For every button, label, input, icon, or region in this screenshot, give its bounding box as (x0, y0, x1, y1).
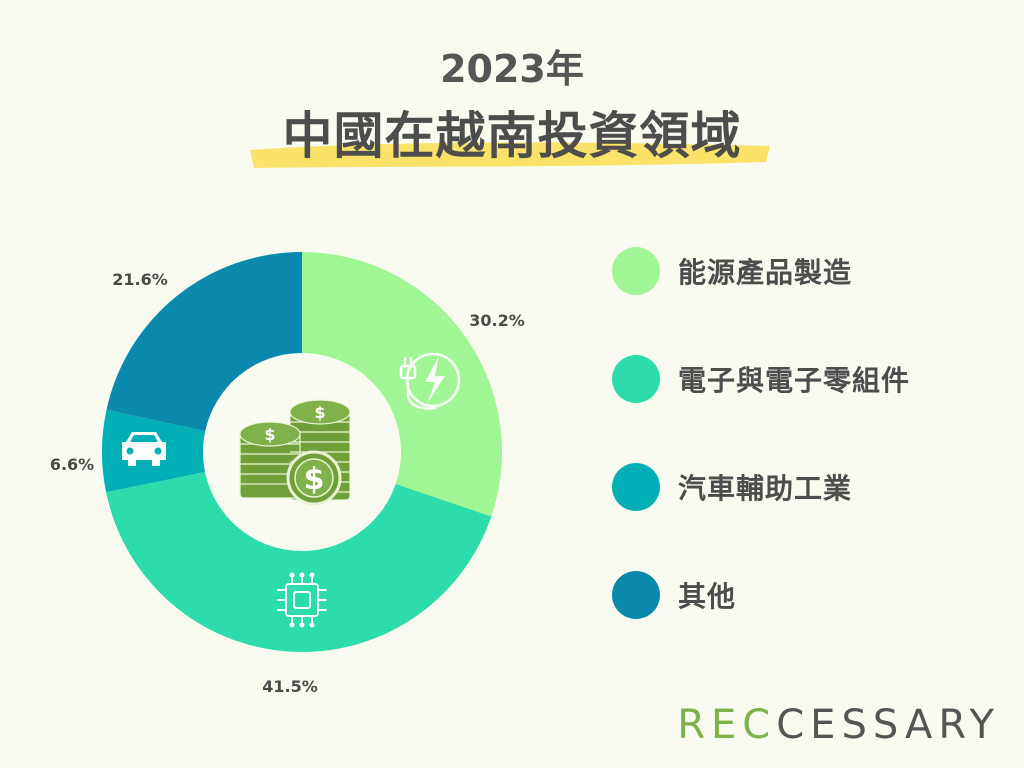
value-label-energy: 30.2% (469, 311, 525, 330)
legend-swatch-auto (612, 463, 660, 511)
value-label-auto: 6.6% (50, 455, 94, 474)
legend-swatch-other (612, 571, 660, 619)
donut-slices (102, 252, 502, 652)
legend-item-energy: 能源產品製造 (612, 246, 1012, 296)
chart-subtitle: 2023年 (440, 47, 584, 91)
title-block: 中國在越南投資領域 (0, 96, 1024, 176)
donut-slice-energy (302, 252, 502, 517)
legend-item-electronics: 電子與電子零組件 (612, 354, 1012, 404)
money-coins-icon: $ $ $ (239, 399, 351, 506)
car-icon (122, 432, 166, 466)
title-highlight-stroke (250, 142, 770, 168)
donut-slice-other (106, 252, 302, 432)
legend-item-auto: 汽車輔助工業 (612, 462, 1012, 512)
svg-text:$: $ (304, 462, 325, 497)
legend-swatch-electronics (612, 355, 660, 403)
legend-item-other: 其他 (612, 570, 1012, 620)
logo-text-dark: CESSARY (776, 702, 1000, 748)
legend-label-other: 其他 (678, 580, 737, 613)
svg-text:$: $ (314, 403, 325, 422)
chart-legend: 能源產品製造 電子與電子零組件 汽車輔助工業 其他 (612, 246, 1012, 678)
legend-label-auto: 汽車輔助工業 (678, 472, 853, 505)
donut-slice-electronics (106, 471, 492, 652)
legend-swatch-energy (612, 247, 660, 295)
reccessary-logo: RECCESSARY (677, 702, 1000, 748)
logo-text-green: REC (677, 702, 777, 748)
chip-icon (277, 572, 327, 628)
value-label-electronics: 41.5% (262, 677, 318, 696)
svg-text:$: $ (264, 425, 275, 444)
donut-chart: 30.2% 41.5% 6.6% 21.6% $ (50, 252, 525, 696)
value-label-other: 21.6% (112, 270, 168, 289)
percentage-labels: 30.2% 41.5% 6.6% 21.6% (50, 270, 525, 696)
plug-lightning-icon (399, 352, 461, 410)
legend-label-energy: 能源產品製造 (678, 256, 853, 289)
legend-label-electronics: 電子與電子零組件 (678, 364, 911, 397)
chart-title: 中國在越南投資領域 (282, 107, 742, 165)
